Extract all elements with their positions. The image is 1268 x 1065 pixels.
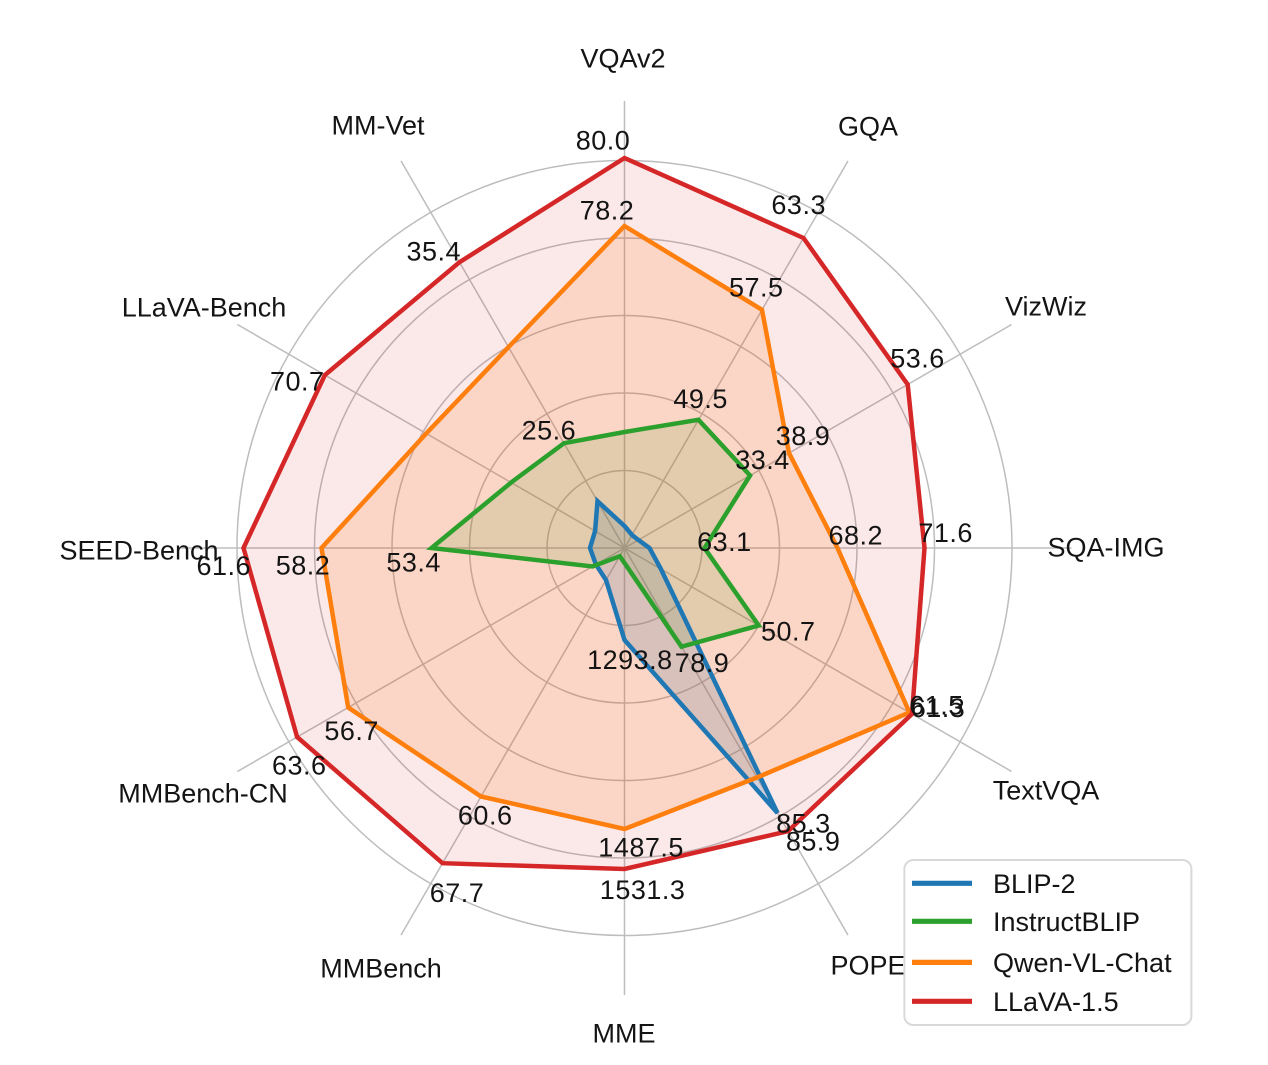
svg-text:85.3: 85.3 [776, 809, 831, 839]
svg-text:Qwen-VL-Chat: Qwen-VL-Chat [993, 948, 1172, 978]
svg-text:SEED-Bench: SEED-Bench [59, 536, 218, 566]
svg-text:53.4: 53.4 [386, 548, 441, 578]
svg-text:BLIP-2: BLIP-2 [993, 869, 1076, 899]
svg-text:POPE: POPE [830, 951, 905, 981]
svg-text:MM-Vet: MM-Vet [331, 111, 425, 141]
svg-text:GQA: GQA [838, 112, 898, 142]
svg-text:LLaVA-1.5: LLaVA-1.5 [993, 987, 1119, 1017]
svg-text:58.2: 58.2 [276, 551, 331, 581]
svg-text:78.9: 78.9 [675, 648, 730, 678]
svg-text:1487.5: 1487.5 [598, 833, 684, 863]
svg-text:38.9: 38.9 [776, 421, 831, 451]
svg-text:TextVQA: TextVQA [993, 776, 1100, 806]
svg-text:33.4: 33.4 [735, 445, 790, 475]
svg-text:53.6: 53.6 [890, 343, 945, 373]
svg-text:63.3: 63.3 [771, 190, 826, 220]
svg-text:49.5: 49.5 [673, 384, 728, 414]
svg-text:61.6: 61.6 [197, 551, 252, 581]
svg-text:VQAv2: VQAv2 [580, 44, 665, 74]
svg-text:50.7: 50.7 [761, 616, 816, 646]
svg-text:57.5: 57.5 [729, 273, 784, 303]
svg-text:78.2: 78.2 [580, 196, 635, 226]
svg-text:SQA-IMG: SQA-IMG [1047, 533, 1164, 563]
svg-text:80.0: 80.0 [576, 126, 631, 156]
svg-text:1293.8: 1293.8 [587, 645, 673, 675]
svg-text:68.2: 68.2 [829, 521, 884, 551]
svg-text:LLaVA-Bench: LLaVA-Bench [122, 293, 287, 323]
svg-text:61.5: 61.5 [909, 691, 964, 721]
svg-text:60.6: 60.6 [458, 800, 513, 830]
svg-text:25.6: 25.6 [522, 416, 577, 446]
svg-text:MME: MME [593, 1019, 656, 1049]
svg-text:InstructBLIP: InstructBLIP [993, 907, 1140, 937]
svg-text:MMBench: MMBench [320, 954, 442, 984]
svg-text:35.4: 35.4 [407, 236, 462, 266]
svg-text:71.6: 71.6 [918, 518, 973, 548]
svg-text:VizWiz: VizWiz [1005, 292, 1087, 322]
svg-text:85.9: 85.9 [786, 827, 841, 857]
svg-text:1531.3: 1531.3 [600, 875, 686, 905]
svg-text:63.6: 63.6 [272, 751, 327, 781]
svg-text:MMBench-CN: MMBench-CN [118, 779, 288, 809]
svg-text:67.7: 67.7 [430, 878, 485, 908]
svg-text:70.7: 70.7 [270, 367, 325, 397]
svg-text:63.1: 63.1 [697, 527, 752, 557]
svg-text:61.3: 61.3 [911, 693, 966, 723]
svg-text:56.7: 56.7 [324, 716, 379, 746]
